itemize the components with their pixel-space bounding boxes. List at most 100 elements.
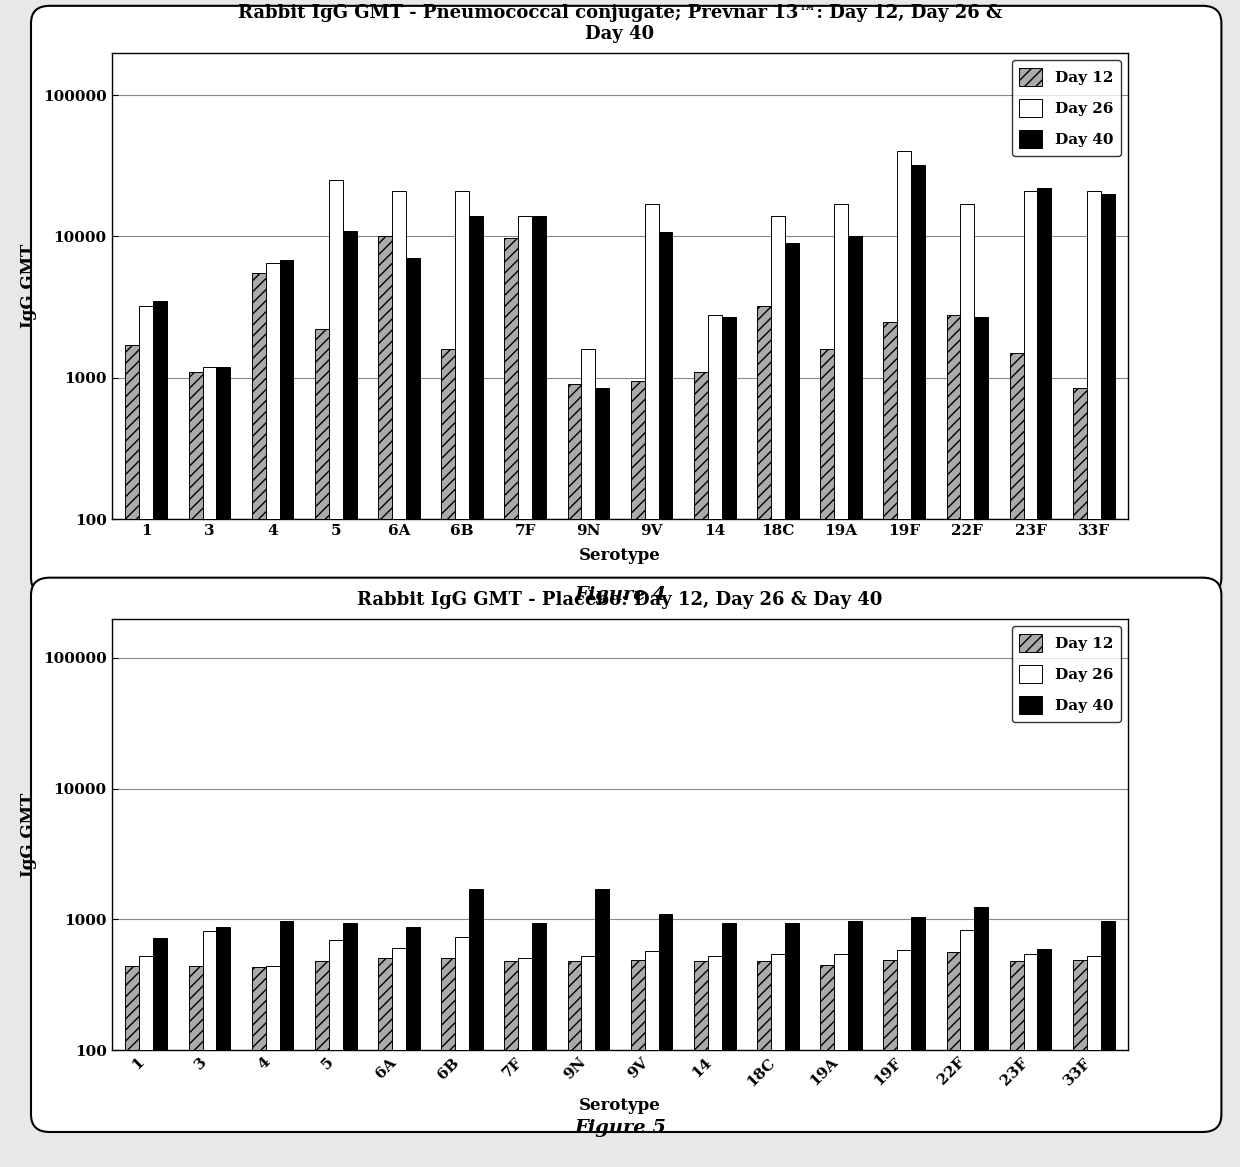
Bar — [961, 930, 975, 1167]
Bar — [898, 152, 911, 1167]
Bar — [1073, 960, 1086, 1167]
Bar — [469, 889, 482, 1167]
Bar — [911, 917, 925, 1167]
Bar — [658, 914, 672, 1167]
Bar — [1023, 191, 1038, 1167]
Bar — [722, 923, 735, 1167]
Bar — [708, 315, 722, 1167]
Bar — [405, 258, 420, 1167]
Bar — [595, 889, 609, 1167]
Bar — [645, 951, 658, 1167]
Bar — [722, 317, 735, 1167]
Bar — [961, 204, 975, 1167]
Bar — [329, 939, 342, 1167]
Bar — [252, 967, 265, 1167]
Bar — [820, 349, 835, 1167]
Bar — [1086, 191, 1101, 1167]
Bar — [532, 216, 546, 1167]
Bar — [252, 273, 265, 1167]
Bar — [975, 317, 988, 1167]
Bar — [771, 216, 785, 1167]
Y-axis label: IgG GMT: IgG GMT — [20, 244, 37, 328]
Bar — [265, 263, 279, 1167]
Bar — [758, 962, 771, 1167]
Title: Rabbit IgG GMT - Pneumococcal conjugate; Prevnar 13™: Day 12, Day 26 &
Day 40: Rabbit IgG GMT - Pneumococcal conjugate;… — [238, 4, 1002, 43]
Bar — [455, 937, 469, 1167]
Bar — [139, 307, 154, 1167]
Bar — [202, 931, 217, 1167]
Bar — [883, 960, 898, 1167]
Bar — [898, 950, 911, 1167]
Bar — [1086, 956, 1101, 1167]
Bar — [315, 962, 329, 1167]
Bar — [582, 349, 595, 1167]
Bar — [1073, 387, 1086, 1167]
Bar — [582, 956, 595, 1167]
Bar — [835, 204, 848, 1167]
Bar — [1101, 921, 1115, 1167]
Bar — [125, 966, 139, 1167]
Bar — [217, 366, 231, 1167]
X-axis label: Serotype: Serotype — [579, 1097, 661, 1114]
Bar — [568, 962, 582, 1167]
Bar — [329, 180, 342, 1167]
Text: Figure 4: Figure 4 — [574, 586, 666, 605]
Text: Figure 5: Figure 5 — [574, 1119, 666, 1138]
Bar — [279, 921, 294, 1167]
Bar — [505, 238, 518, 1167]
Bar — [785, 923, 799, 1167]
Legend: Day 12, Day 26, Day 40: Day 12, Day 26, Day 40 — [1012, 61, 1121, 155]
Bar — [217, 928, 231, 1167]
Bar — [378, 958, 392, 1167]
Bar — [392, 191, 405, 1167]
Bar — [405, 927, 420, 1167]
Bar — [378, 237, 392, 1167]
Bar — [469, 216, 482, 1167]
Bar — [694, 372, 708, 1167]
Bar — [279, 260, 294, 1167]
Bar — [911, 165, 925, 1167]
Bar — [848, 237, 862, 1167]
Bar — [505, 962, 518, 1167]
Bar — [1101, 194, 1115, 1167]
Bar — [820, 965, 835, 1167]
Bar — [946, 952, 961, 1167]
Bar — [631, 382, 645, 1167]
Bar — [154, 301, 167, 1167]
Y-axis label: IgG GMT: IgG GMT — [20, 792, 37, 876]
Bar — [1009, 352, 1023, 1167]
Bar — [568, 384, 582, 1167]
Bar — [1038, 188, 1052, 1167]
Bar — [1038, 949, 1052, 1167]
Bar — [1023, 955, 1038, 1167]
Bar — [441, 958, 455, 1167]
Bar — [631, 960, 645, 1167]
Bar — [188, 966, 202, 1167]
Bar — [342, 231, 357, 1167]
Bar — [645, 204, 658, 1167]
X-axis label: Serotype: Serotype — [579, 546, 661, 564]
Bar — [771, 955, 785, 1167]
Bar — [975, 907, 988, 1167]
Bar — [139, 956, 154, 1167]
Bar — [694, 962, 708, 1167]
Bar — [125, 345, 139, 1167]
Bar — [785, 243, 799, 1167]
Bar — [848, 921, 862, 1167]
Bar — [708, 956, 722, 1167]
Bar — [265, 966, 279, 1167]
Bar — [441, 349, 455, 1167]
Bar — [392, 948, 405, 1167]
Bar — [315, 329, 329, 1167]
Bar — [188, 372, 202, 1167]
Bar — [518, 216, 532, 1167]
Bar — [532, 923, 546, 1167]
Bar — [883, 322, 898, 1167]
Bar — [154, 938, 167, 1167]
Bar — [202, 366, 217, 1167]
Bar — [835, 955, 848, 1167]
Bar — [518, 958, 532, 1167]
Bar — [758, 307, 771, 1167]
Bar — [946, 315, 961, 1167]
Bar — [595, 387, 609, 1167]
